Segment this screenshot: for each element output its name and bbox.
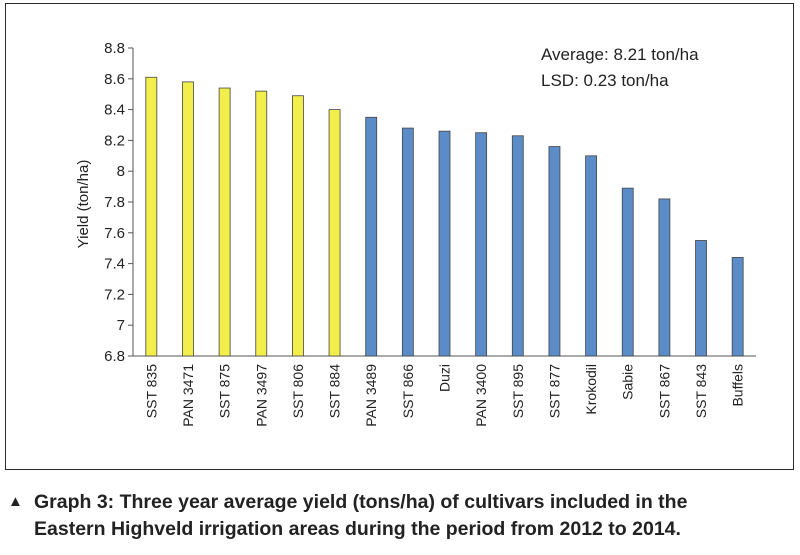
x-tick-label: SST 866	[400, 364, 416, 418]
bar-chart: 6.8 7 7.2 7.4 7.6 7.8 8 8.2 8.4 8.6 8.8 SST 835 PAN…	[75, 40, 756, 427]
y-tick-label: 8.6	[104, 71, 125, 88]
x-tick-label: Sabie	[620, 364, 636, 400]
bar	[621, 187, 634, 357]
y-tick-label: 7.6	[104, 225, 125, 242]
bar	[365, 116, 378, 357]
x-tick-label: PAN 3497	[253, 364, 269, 427]
x-tick-label: SST 843	[693, 364, 709, 418]
x-tick-label: PAN 3400	[473, 364, 489, 427]
bar	[145, 76, 158, 357]
bar	[585, 155, 597, 357]
x-tick-label: Duzi	[437, 364, 453, 392]
lsd-annotation: LSD: 0.23 ton/ha	[541, 71, 669, 90]
x-tick-label: SST 806	[290, 364, 306, 418]
x-tick-label: PAN 3471	[180, 364, 196, 427]
x-tick-label: Krokodil	[583, 364, 599, 415]
x-tick-label: SST 867	[656, 364, 672, 418]
bar	[658, 198, 671, 357]
y-tick-label: 7	[117, 317, 125, 334]
y-axis: 6.8 7 7.2 7.4 7.6 7.8 8 8.2 8.4 8.6 8.8	[104, 40, 756, 365]
y-tick-label: 8.8	[104, 40, 125, 57]
chart-frame: 6.8 7 7.2 7.4 7.6 7.8 8 8.2 8.4 8.6 8.8 SST 835 PAN…	[5, 3, 794, 470]
bar	[292, 95, 304, 357]
y-tick-label: 8.4	[104, 102, 125, 119]
bar	[548, 146, 561, 357]
y-axis-label: Yield (ton/ha)	[75, 160, 92, 249]
y-tick-label: 7.8	[104, 194, 125, 211]
bar	[255, 90, 268, 357]
y-tick-label: 7.4	[104, 256, 125, 273]
bar	[511, 135, 524, 357]
x-tick-label: PAN 3489	[363, 364, 379, 427]
bar	[475, 132, 488, 357]
y-tick-label: 7.2	[104, 286, 125, 303]
x-tick-label: SST 877	[546, 364, 562, 418]
x-tick-label: SST 884	[327, 364, 343, 418]
caption-line-1: Graph 3: Three year average yield (tons/…	[34, 491, 688, 513]
x-axis-labels: SST 835 PAN 3471 SST 875 PAN 3497 SST 806 SST…	[143, 364, 745, 427]
average-annotation: Average: 8.21 ton/ha	[541, 45, 699, 64]
bar	[695, 240, 707, 357]
bar	[438, 130, 451, 357]
x-tick-label: SST 835	[143, 364, 159, 418]
x-tick-label: SST 875	[217, 364, 233, 418]
bars	[145, 76, 744, 357]
x-tick-label: Buffels	[730, 364, 746, 407]
bar	[182, 81, 194, 357]
x-tick-label: SST 895	[510, 364, 526, 418]
y-tick-label: 8.2	[104, 132, 125, 149]
bar	[218, 87, 231, 357]
bar	[731, 257, 744, 357]
y-tick-label: 6.8	[104, 348, 125, 365]
bar	[401, 127, 414, 357]
triangle-up-icon: ▲	[8, 493, 23, 510]
figure-caption: ▲ Graph 3: Three year average yield (tons…	[8, 488, 798, 543]
caption-line-2: Eastern Highveld irrigation areas during…	[34, 518, 681, 540]
bar	[328, 109, 341, 357]
y-tick-label: 8	[117, 163, 125, 180]
